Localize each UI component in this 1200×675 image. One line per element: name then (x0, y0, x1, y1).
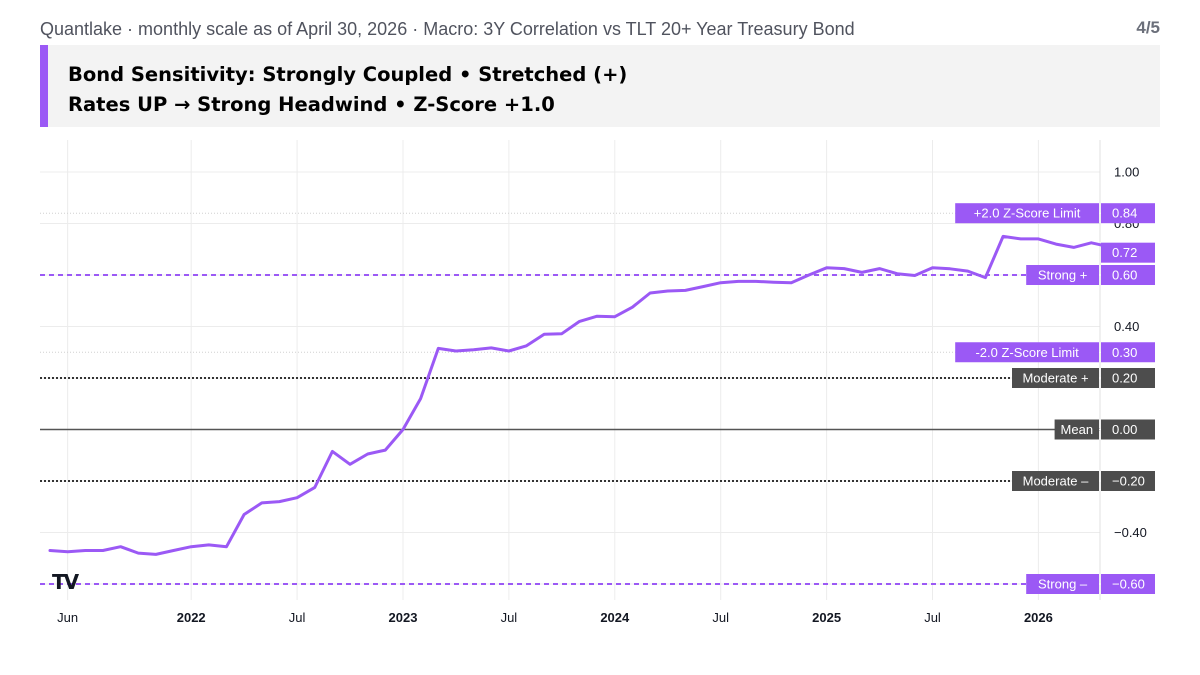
x-tick-label: Jul (924, 610, 941, 625)
reference-label-tag (1012, 368, 1099, 388)
x-tick-label: Jun (57, 610, 78, 625)
value-tag-text: 0.00 (1112, 422, 1137, 437)
x-tick-label: 2024 (600, 610, 630, 625)
reference-label-text: Strong – (1038, 577, 1088, 592)
summary-panel: Bond Sensitivity: Strongly Coupled • Str… (40, 45, 1160, 127)
reference-label-text: -2.0 Z-Score Limit (975, 345, 1079, 360)
x-tick-label: Jul (712, 610, 729, 625)
correlation-series-line (48, 234, 1111, 556)
value-tag (1101, 419, 1155, 440)
value-tag-text: 0.60 (1112, 268, 1137, 283)
reference-label-tag (955, 342, 1099, 363)
reference-label-text: Mean (1061, 422, 1094, 437)
page-number: 4/5 (1136, 18, 1160, 37)
y-tick-label: 0.40 (1114, 319, 1139, 334)
value-tag (1101, 574, 1155, 594)
reference-label-text: Moderate – (1023, 474, 1090, 489)
series-layer (48, 234, 1111, 556)
summary-accent-bar (40, 45, 48, 127)
x-axis: Jun 2022 Jul 2023 Jul 2024 Jul 2025 Jul 2026 (57, 610, 1053, 625)
value-tag (1101, 342, 1155, 363)
price-scale-tags: +2.0 Z-Score Limit 0.84 Strong + 0.60 -2.0 Z… (955, 203, 1155, 594)
reference-label-text: Moderate + (1022, 371, 1088, 386)
x-tick-label: 2026 (1024, 610, 1053, 625)
x-tick-label: 2023 (389, 610, 418, 625)
value-tag (1101, 242, 1155, 263)
reference-label-tag (1026, 265, 1099, 285)
tradingview-logo: TV (52, 570, 82, 594)
x-tick-label: Jul (501, 610, 518, 625)
reference-label-tag (1012, 471, 1099, 491)
value-tag (1101, 265, 1155, 285)
value-tag-text: −0.20 (1112, 474, 1145, 489)
tv-logo-icon: TV (52, 570, 80, 594)
reference-lines (40, 212, 1100, 585)
reference-label-text: Strong + (1038, 268, 1088, 283)
value-tag (1101, 368, 1155, 388)
reference-label-text: +2.0 Z-Score Limit (974, 206, 1081, 221)
x-tick-label: 2025 (812, 610, 841, 625)
value-tag (1101, 203, 1155, 224)
reference-label-tag (955, 203, 1099, 224)
summary-line-2: Rates UP → Strong Headwind • Z-Score +1.… (68, 93, 555, 116)
value-tag-text: 0.84 (1112, 206, 1137, 221)
value-tag-text: 0.20 (1112, 371, 1137, 386)
value-tag-text: −0.60 (1112, 577, 1145, 592)
grid-lines (40, 140, 1101, 600)
reference-label-tag (1026, 574, 1099, 594)
value-tag-text: 0.72 (1112, 245, 1137, 260)
x-tick-label: 2022 (177, 610, 206, 625)
value-tag-text: 0.30 (1112, 345, 1137, 360)
x-tick-label: Jul (289, 610, 306, 625)
summary-line-1: Bond Sensitivity: Strongly Coupled • Str… (68, 63, 628, 86)
chart-header-title: Quantlake · monthly scale as of April 30… (40, 19, 855, 39)
y-axis: 1.000.800.40−0.40 (1114, 165, 1147, 541)
y-tick-label: −0.40 (1114, 525, 1147, 540)
summary-text: Bond Sensitivity: Strongly Coupled • Str… (68, 60, 627, 120)
value-tag (1101, 471, 1155, 491)
reference-label-tag (1054, 419, 1099, 440)
y-tick-label: 1.00 (1114, 165, 1139, 180)
